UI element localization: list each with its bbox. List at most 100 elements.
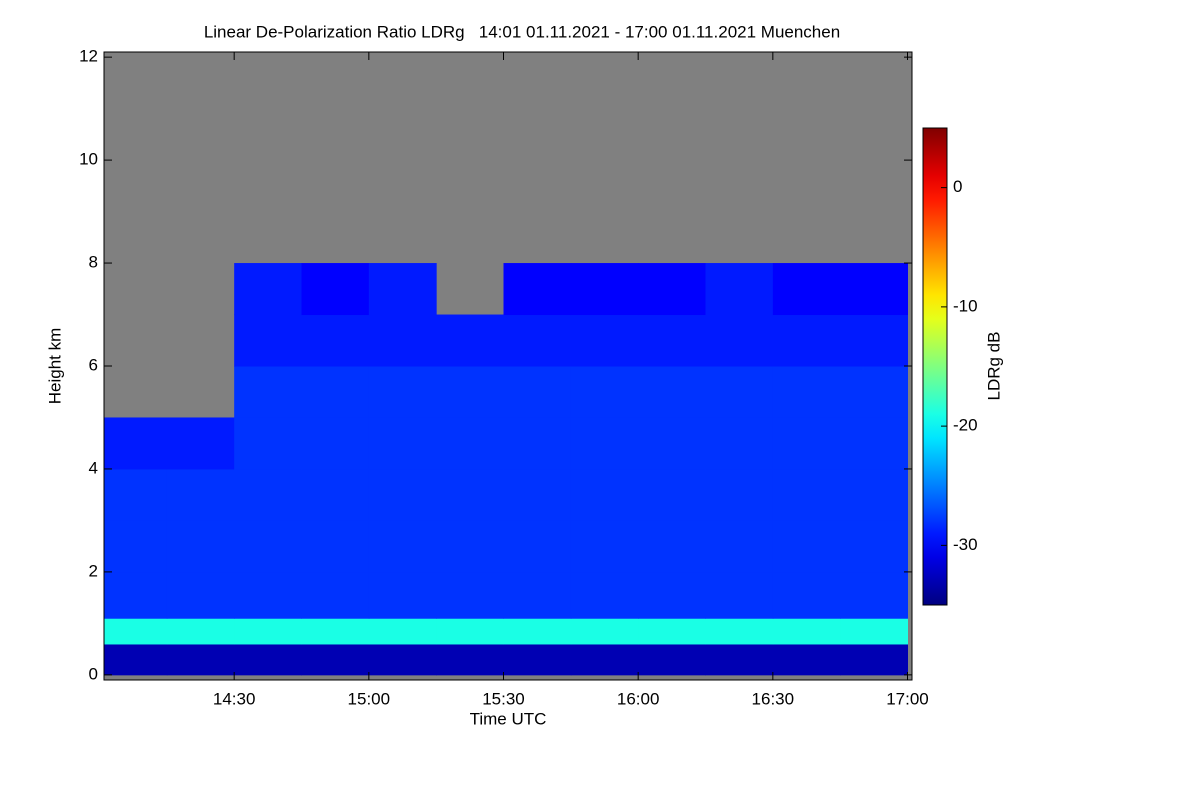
heatmap-cell [772, 571, 841, 619]
heatmap-cell [234, 618, 303, 645]
heatmap-cell [503, 468, 572, 521]
heatmap-cell [301, 366, 370, 418]
heatmap-cell [772, 417, 841, 470]
heatmap-cell [301, 263, 370, 316]
heatmap-cell [840, 520, 909, 573]
heatmap-cell [368, 520, 437, 573]
heatmap-cell [234, 366, 303, 418]
heatmap-cell [705, 366, 774, 418]
heatmap-cell [503, 314, 572, 367]
heatmap-cell [840, 263, 909, 316]
heatmap-cell [705, 571, 774, 619]
heatmap-cell [166, 571, 235, 619]
heatmap-cell [368, 263, 437, 316]
heatmap-cell [638, 417, 707, 470]
heatmap-cell [570, 643, 639, 676]
x-axis-label: Time UTC [470, 709, 547, 728]
heatmap-cell [705, 468, 774, 521]
heatmap-cell [301, 468, 370, 521]
heatmap-cell [166, 417, 235, 470]
heatmap-cell [166, 643, 235, 676]
heatmap-cell [570, 263, 639, 316]
heatmap-cell [772, 314, 841, 367]
y-tick-label: 12 [79, 47, 98, 66]
heatmap-cell [234, 417, 303, 470]
heatmap-cell [436, 314, 505, 367]
heatmap-cell [503, 263, 572, 316]
heatmap-cell [368, 571, 437, 619]
heatmap-cell [301, 417, 370, 470]
heatmap-cell [638, 263, 707, 316]
heatmap-cell [772, 643, 841, 676]
heatmap-cell [705, 618, 774, 645]
heatmap-cell [638, 314, 707, 367]
heatmap-cell [368, 468, 437, 521]
colorbar-tick-label: -30 [953, 535, 978, 554]
heatmap-cell [436, 417, 505, 470]
heatmap-cell [705, 417, 774, 470]
x-tick-label: 15:00 [348, 689, 391, 708]
heatmap-cell [840, 417, 909, 470]
heatmap-cell [503, 417, 572, 470]
y-tick-label: 0 [89, 664, 98, 683]
heatmap-cell [570, 314, 639, 367]
heatmap-cell [234, 520, 303, 573]
heatmap-cell [503, 618, 572, 645]
heatmap-cell [436, 468, 505, 521]
heatmap-cell [570, 618, 639, 645]
heatmap-cell [570, 366, 639, 418]
heatmap-cell [234, 571, 303, 619]
heatmap-cell [772, 366, 841, 418]
heatmap-cell [772, 263, 841, 316]
heatmap-cell [840, 468, 909, 521]
heatmap-cell [638, 520, 707, 573]
colorbar-tick-label: -10 [953, 296, 978, 315]
x-tick-label: 16:00 [617, 689, 660, 708]
heatmap-cell [503, 520, 572, 573]
heatmap-cell [166, 618, 235, 645]
heatmap-cell [705, 643, 774, 676]
x-tick-label: 17:00 [886, 689, 929, 708]
x-tick-label: 15:30 [482, 689, 525, 708]
heatmap-cell [638, 366, 707, 418]
heatmap-cell [436, 366, 505, 418]
heatmap-cell [840, 571, 909, 619]
colorbar-tick-label: 0 [953, 177, 962, 196]
heatmap-cell [840, 314, 909, 367]
heatmap-cell [503, 643, 572, 676]
heatmap-cell [436, 618, 505, 645]
y-tick-label: 6 [89, 355, 98, 374]
heatmap-cell [104, 643, 168, 676]
heatmap-cell [705, 314, 774, 367]
heatmap-cell [104, 520, 168, 573]
heatmap-cell [368, 643, 437, 676]
heatmap-cell [638, 571, 707, 619]
heatmap-cell [104, 571, 168, 619]
heatmap-cell [104, 417, 168, 470]
chart-title: Linear De-Polarization Ratio LDRg 14:01 … [204, 22, 840, 41]
heatmap-cell [436, 643, 505, 676]
heatmap-cell [301, 571, 370, 619]
heatmap-cell [234, 314, 303, 367]
heatmap-cell [104, 468, 168, 521]
heatmap-cell [166, 468, 235, 521]
heatmap-cell [368, 618, 437, 645]
heatmap-cell [368, 417, 437, 470]
heatmap-cell [570, 468, 639, 521]
heatmap-cell [772, 468, 841, 521]
y-tick-label: 2 [89, 561, 98, 580]
heatmap-cell [234, 263, 303, 316]
heatmap-cell [368, 366, 437, 418]
heatmap-cell [772, 520, 841, 573]
heatmap-cell [772, 618, 841, 645]
heatmap-cell [234, 468, 303, 521]
x-tick-label: 14:30 [213, 689, 256, 708]
heatmap-cell [840, 618, 909, 645]
heatmap-cell [570, 571, 639, 619]
colorbar [922, 127, 948, 606]
heatmap-cell [436, 571, 505, 619]
y-tick-label: 8 [89, 253, 98, 272]
plot-area [104, 52, 912, 680]
